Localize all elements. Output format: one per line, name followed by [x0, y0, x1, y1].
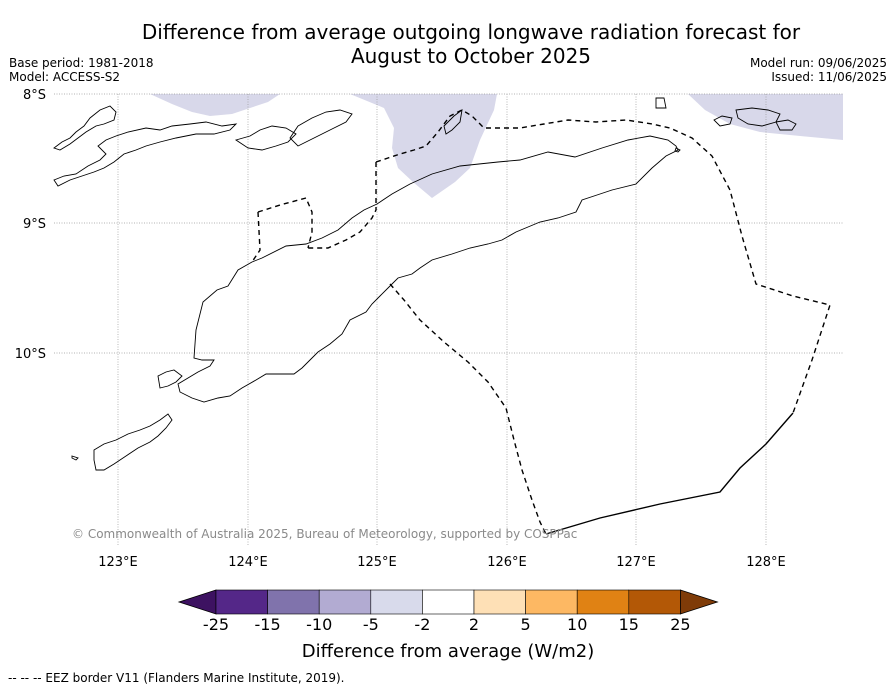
eez-borders — [251, 109, 831, 535]
coastline-rote — [157, 369, 183, 389]
coastline-alor — [234, 125, 297, 151]
coastline-flores — [53, 121, 238, 187]
colorbar-swatch — [215, 589, 268, 615]
coastline-kisar — [713, 115, 733, 127]
lat-label-10s: 10°S — [15, 347, 46, 362]
coastline-sawu — [71, 455, 79, 461]
coastline-wetar — [289, 109, 353, 147]
colorbar-tick-label: -15 — [254, 615, 281, 634]
colorbar-swatch — [473, 589, 526, 615]
colorbar-tick-label: 5 — [520, 615, 531, 634]
coastline-moa — [775, 119, 797, 131]
lat-label-9s: 9°S — [23, 217, 46, 232]
coastline-timor — [177, 135, 679, 403]
coastline-sumba-small — [93, 413, 173, 471]
base-period: Base period: 1981-2018 — [9, 56, 154, 70]
colorbar-swatch — [370, 589, 423, 615]
title-line-2: August to October 2025 — [350, 44, 592, 68]
copyright-notice: © Commonwealth of Australia 2025, Bureau… — [72, 527, 577, 541]
colorbar-swatch — [422, 589, 475, 615]
coastline-jaco — [674, 147, 681, 153]
lon-label-124e: 124°E — [228, 555, 268, 570]
meta-left: Base period: 1981-2018 Model: ACCESS-S2 — [9, 56, 154, 84]
colorbar-tick-label: 10 — [567, 615, 588, 634]
border-south-solid — [545, 412, 794, 535]
issued-date: Issued: 11/06/2025 — [771, 70, 887, 84]
colorbar-arrow-high — [680, 589, 719, 615]
lon-label-127e: 127°E — [616, 555, 656, 570]
gridlines — [54, 93, 843, 546]
chart-title: Difference from average outgoing longwav… — [100, 20, 842, 68]
lat-label-8s: 8°S — [23, 88, 46, 103]
colorbar-tick-label: -2 — [414, 615, 431, 634]
lon-label-125e: 125°E — [357, 555, 397, 570]
eez-legend-note: -- -- -- EEZ border V11 (Flanders Marine… — [8, 671, 345, 685]
colorbar-arrow-low — [177, 589, 217, 615]
eez-border-south — [389, 283, 547, 535]
anomaly-patch-northwest — [150, 94, 280, 116]
anomaly-patch-northeast — [688, 94, 843, 140]
colorbar — [177, 589, 719, 615]
eez-border-east-link — [308, 162, 377, 249]
lon-label-123e: 123°E — [98, 555, 138, 570]
colorbar-tick-label: 25 — [670, 615, 691, 634]
coastline-west-island — [53, 105, 117, 151]
coastlines — [53, 97, 797, 471]
colorbar-swatch — [267, 589, 320, 615]
colorbar-swatch — [318, 589, 372, 615]
colorbar-swatch — [628, 589, 681, 615]
model-name: Model: ACCESS-S2 — [9, 70, 121, 84]
colorbar-swatch — [576, 589, 630, 615]
coastline-small-islet — [655, 97, 667, 109]
lon-label-126e: 126°E — [487, 555, 527, 570]
title-line-1: Difference from average outgoing longwav… — [141, 20, 801, 44]
colorbar-swatch — [525, 589, 578, 615]
lon-label-128e: 128°E — [746, 555, 786, 570]
coastline-atauro — [443, 108, 463, 135]
colorbar-tick-label: -5 — [362, 615, 379, 634]
colorbar-tick-label: -25 — [202, 615, 230, 634]
meta-right: Model run: 09/06/2025 Issued: 11/06/2025 — [750, 56, 887, 84]
colorbar-tick-label: -10 — [306, 615, 333, 634]
colorbar-label: Difference from average (W/m2) — [301, 641, 595, 662]
colorbar-tick-label: 2 — [468, 615, 480, 634]
eez-border-oecusse — [251, 197, 313, 263]
eez-border-north-timor — [375, 109, 831, 414]
colorbar-tick-label: 15 — [618, 615, 639, 634]
model-run: Model run: 09/06/2025 — [749, 56, 887, 70]
